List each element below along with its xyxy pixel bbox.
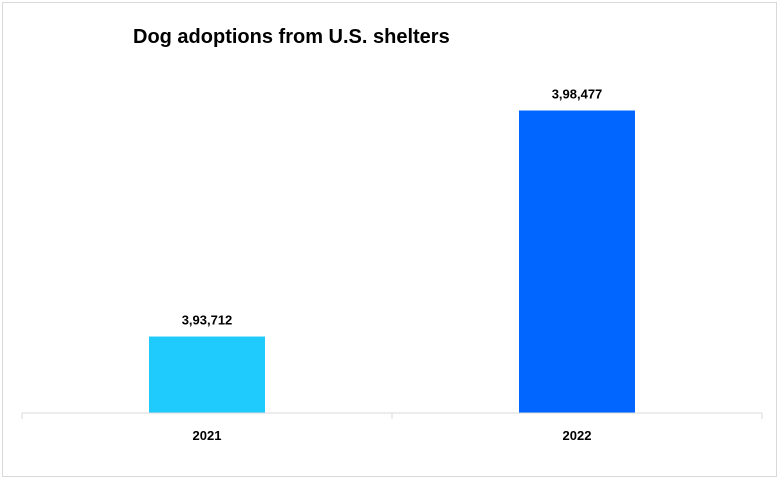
chart-title: Dog adoptions from U.S. shelters	[133, 26, 450, 48]
x-tick-label-2022: 2022	[563, 428, 592, 443]
bar-2021	[149, 336, 265, 413]
labels-layer: 3,93,712 2021 3,98,477 2022	[182, 87, 603, 444]
data-label-2021: 3,93,712	[182, 313, 233, 328]
chart-frame	[2, 2, 777, 477]
x-tick-label-2021: 2021	[193, 428, 222, 443]
data-label-2022: 3,98,477	[552, 87, 603, 102]
bar-2022	[519, 110, 635, 413]
bars-layer	[149, 110, 635, 413]
x-axis-ticks	[21, 413, 763, 419]
